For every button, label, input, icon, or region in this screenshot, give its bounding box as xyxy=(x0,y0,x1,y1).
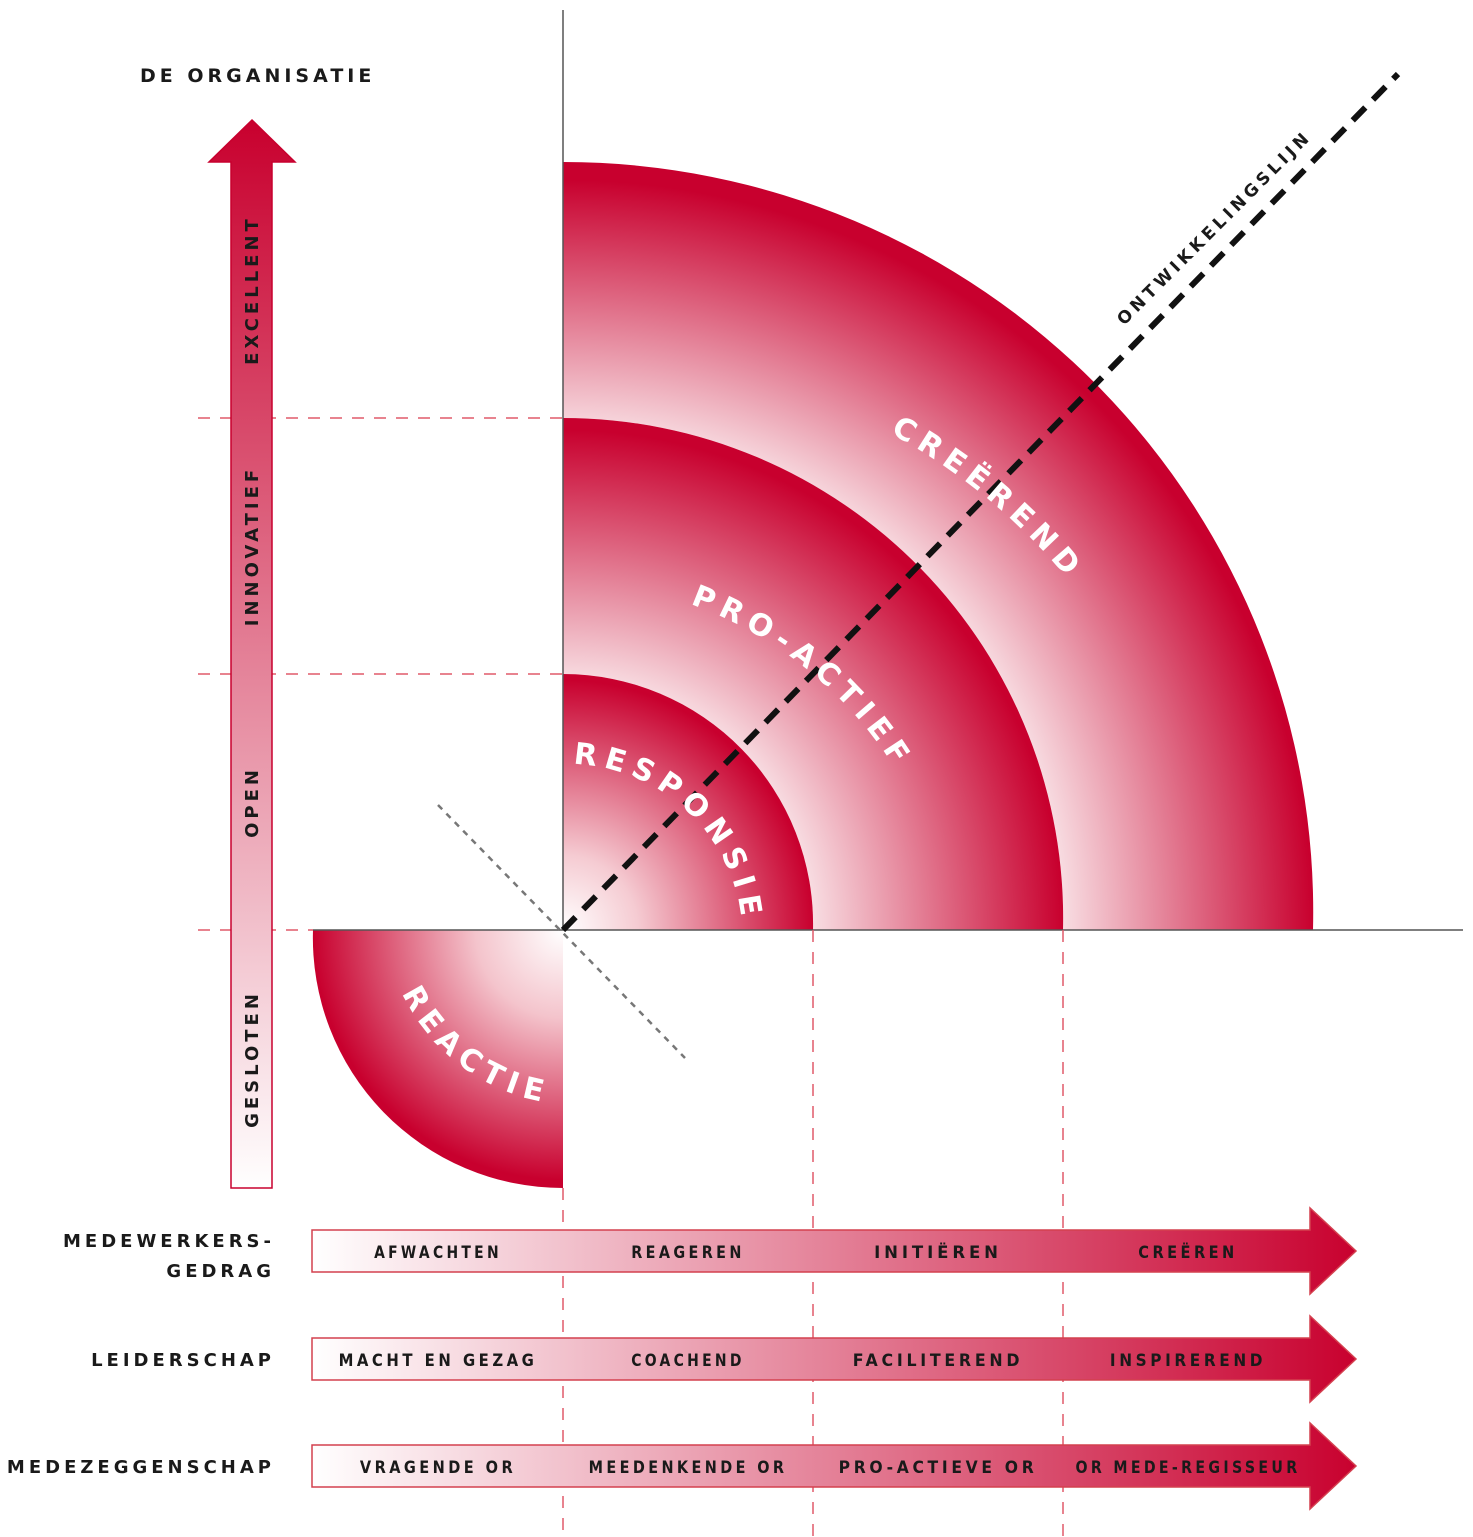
row-cell: VRAGENDE OR xyxy=(360,1458,516,1478)
behaviour-rows: MEDEWERKERS- GEDRAG AFWACHTEN REAGEREN INITI… xyxy=(7,1206,1358,1511)
organisation-level-label: OPEN xyxy=(242,766,263,838)
ring-reactief xyxy=(312,930,563,1188)
row-label: LEIDERSCHAP xyxy=(91,1350,275,1371)
organisation-title: DE ORGANISATIE xyxy=(140,65,375,87)
organisation-levels: GESLOTEN OPEN INNOVATIEF EXCELLENT xyxy=(242,215,263,1128)
development-line-label: ONTWIKKELINGSLIJN xyxy=(1113,127,1316,330)
row-cell: FACILITEREND xyxy=(853,1351,1023,1371)
organisation-arrow xyxy=(207,118,297,1189)
organisation-level-label: EXCELLENT xyxy=(242,215,263,365)
row-cell: INSPIREREND xyxy=(1110,1351,1266,1371)
development-line xyxy=(560,71,1401,933)
row-cell: CREËREN xyxy=(1138,1241,1237,1263)
organisation-level-label: INNOVATIEF xyxy=(242,466,263,626)
row-cell: REAGEREN xyxy=(631,1243,745,1263)
row-cell: MACHT EN GEZAG xyxy=(339,1351,538,1371)
row-label: GEDRAG xyxy=(166,1261,275,1282)
row-arrow xyxy=(311,1206,1358,1296)
row-cell: INITIËREN xyxy=(874,1241,1002,1263)
row-cell: AFWACHTEN xyxy=(374,1243,502,1263)
row-arrow xyxy=(311,1314,1358,1404)
row-cell: PRO-ACTIEVE OR xyxy=(839,1458,1038,1478)
row-cell: OR MEDE-REGISSEUR xyxy=(1076,1458,1301,1478)
row-cell: MEEDENKENDE OR xyxy=(589,1458,788,1478)
row-label: MEDEZEGGENSCHAP xyxy=(7,1457,275,1478)
organisation-level-label: GESLOTEN xyxy=(242,990,263,1128)
row-arrow xyxy=(311,1421,1358,1511)
row-cell: COACHEND xyxy=(631,1351,745,1371)
row-label: MEDEWERKERS- xyxy=(63,1231,275,1252)
